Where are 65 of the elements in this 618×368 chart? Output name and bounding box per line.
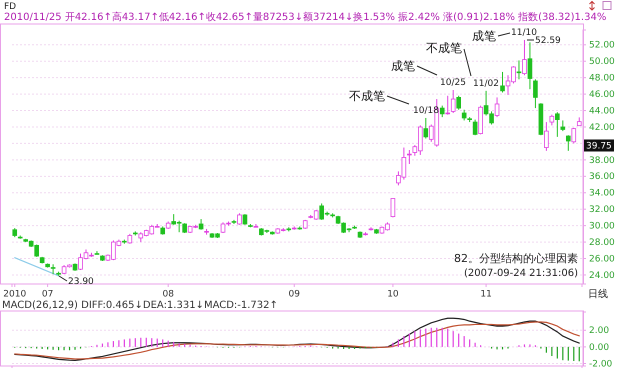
y-tick-label: 24.00 xyxy=(589,270,616,281)
candlestick xyxy=(555,112,560,138)
candlestick xyxy=(242,214,248,226)
candlestick xyxy=(390,198,396,218)
annotation: 23.90 xyxy=(68,277,94,287)
candlestick xyxy=(500,71,505,93)
candlestick xyxy=(516,60,522,80)
annotation: 不成笔 xyxy=(349,89,385,103)
text: 日线 xyxy=(588,288,608,300)
candlestick xyxy=(472,119,478,136)
x-tick-label: 11 xyxy=(480,289,492,300)
y-tick-label: 26.00 xyxy=(589,254,616,264)
candlestick xyxy=(50,264,56,275)
candlestick xyxy=(550,114,554,126)
candlestick xyxy=(302,219,308,230)
candlestick xyxy=(182,222,187,234)
y-tick-label: 52.00 xyxy=(589,40,616,51)
annotation: 10/25 xyxy=(440,78,466,88)
annotation: 11/02 xyxy=(473,79,499,89)
candlestick xyxy=(450,90,456,114)
y-tick-label: 34.00 xyxy=(589,188,616,199)
candlestick xyxy=(560,120,566,132)
text: 2010/11/25 开42.16↑高43.17↑低42.16↑收42.65↑量87253↓额37214↓换1.53% 振2.42% 涨(0.91)2.18% 指数(38.32)1.34% xyxy=(4,11,606,23)
y-tick-label: 30.00 xyxy=(589,222,616,232)
y-tick-label: 0.00 xyxy=(589,342,610,353)
x-tick-label: 2010 xyxy=(3,289,26,300)
candlestick xyxy=(407,150,412,164)
text: FD xyxy=(4,2,16,12)
candlestick xyxy=(522,39,527,76)
y-tick-label: 46.00 xyxy=(589,90,616,100)
y-tick-label: 28.00 xyxy=(589,238,616,248)
annotation: 11/10 xyxy=(511,28,538,38)
x-tick-label: 08 xyxy=(162,289,174,300)
annotation: 不成笔 xyxy=(426,41,462,55)
candlestick xyxy=(440,105,445,118)
y-tick-label: -2.00 xyxy=(589,359,613,368)
candlestick xyxy=(528,42,532,90)
annotation: 成笔 xyxy=(391,59,415,73)
y-tick-label: 36.00 xyxy=(589,172,616,182)
candlestick xyxy=(237,212,242,226)
y-tick-label: 48.00 xyxy=(589,74,616,84)
annotation: 82。分型结构的心理因素 xyxy=(454,252,578,265)
x-tick-label: 09 xyxy=(288,289,300,300)
chart-title: MACD(26,12,9) DIFF:0.465↓DEA:1.331↓MACD:-1.732↑ xyxy=(2,300,278,311)
candlestick xyxy=(566,134,571,152)
y-tick-label: 38.00 xyxy=(589,156,616,166)
candlestick xyxy=(456,95,461,110)
x-tick-label: 10 xyxy=(387,289,399,300)
candlestick xyxy=(533,78,538,109)
candlestick xyxy=(571,127,576,144)
candlestick xyxy=(462,109,466,121)
y-tick-label: 32.00 xyxy=(589,205,616,216)
candlestick xyxy=(12,228,18,238)
candlestick xyxy=(445,95,450,116)
y-tick-label: 2.00 xyxy=(589,326,610,336)
x-tick-label: 07 xyxy=(42,289,54,300)
annotation: 52.59 xyxy=(535,36,562,46)
y-tick-label: 44.00 xyxy=(589,106,616,116)
candlestick xyxy=(423,117,428,140)
annotation: (2007-09-24 21:31:06) xyxy=(464,268,578,279)
annotation: 成笔 xyxy=(472,29,496,43)
y-tick-label: 50.00 xyxy=(589,57,616,68)
candlestick xyxy=(544,122,549,152)
y-tick-label: 42.00 xyxy=(589,122,616,133)
candlestick xyxy=(494,96,500,118)
